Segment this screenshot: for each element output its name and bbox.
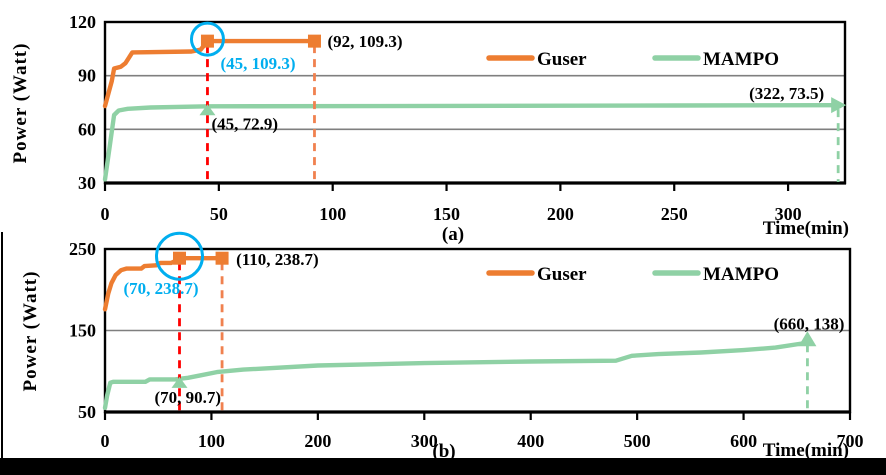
chart-b: 0 100 200 300 400 500 600 700 50 150 250 Time(min) (… xyxy=(20,231,864,462)
y-tick-label: 30 xyxy=(78,173,96,193)
arrow-up-marker xyxy=(798,331,817,347)
figure-left-border xyxy=(1,232,3,458)
x-tick-label: 300 xyxy=(411,431,438,451)
y-tick-label: 150 xyxy=(69,321,96,341)
x-axis-title: Time(min) xyxy=(763,440,849,461)
x-tick-label: 400 xyxy=(517,431,544,451)
y-axis-title: Power (Watt) xyxy=(10,43,31,164)
x-tick-label: 300 xyxy=(775,204,802,224)
y-tick-label: 120 xyxy=(69,12,96,32)
square-marker xyxy=(173,251,186,265)
bottom-black-bar xyxy=(0,458,886,475)
legend-item-guser: Guser xyxy=(486,264,587,285)
legend-item-mampo: MAMPO xyxy=(652,49,779,70)
square-marker xyxy=(215,251,229,265)
plot-border xyxy=(103,20,847,185)
triangle-marker xyxy=(171,376,188,388)
annotation-label: (45, 72.9) xyxy=(211,114,278,133)
highlight-circle xyxy=(155,231,204,281)
annotation-label: (70, 238.7) xyxy=(124,279,199,298)
annotation-label: (92, 109.3) xyxy=(327,32,402,51)
legend-label: MAMPO xyxy=(703,49,779,70)
legend-label: Guser xyxy=(537,49,587,70)
legend-label: Guser xyxy=(537,264,587,285)
x-tick-label: 0 xyxy=(101,431,110,451)
y-tick-label: 90 xyxy=(78,66,96,86)
y-axis-title: Power (Watt) xyxy=(20,271,41,392)
x-tick-label: 150 xyxy=(433,204,460,224)
legend-item-mampo: MAMPO xyxy=(652,264,779,285)
x-tick-label: 250 xyxy=(661,204,688,224)
square-marker xyxy=(200,34,214,48)
y-tick-label: 50 xyxy=(78,402,96,422)
x-tick-label: 200 xyxy=(304,431,331,451)
x-tick-label: 600 xyxy=(730,431,757,451)
x-tick-label: 50 xyxy=(210,204,228,224)
arrow-right-marker xyxy=(831,97,847,114)
annotation-label: (45, 109.3) xyxy=(220,54,295,73)
annotation-label: (70, 90.7) xyxy=(155,388,222,407)
x-tick-label: 0 xyxy=(101,204,110,224)
mampo-line xyxy=(102,338,808,411)
x-tick-label: 200 xyxy=(547,204,574,224)
legend-label: MAMPO xyxy=(703,264,779,285)
highlight-circle xyxy=(189,21,225,57)
subplot-label: (b) xyxy=(432,441,455,462)
subplot-label: (a) xyxy=(442,224,464,245)
chart-a: 0 50 100 150 200 250 300 30 60 90 120 Time(min) (a) P… xyxy=(10,12,849,245)
y-tick-label: 250 xyxy=(69,239,96,259)
annotation-label: (660, 138) xyxy=(774,314,845,333)
guser-line xyxy=(102,38,317,109)
x-tick-label: 100 xyxy=(198,431,225,451)
triangle-marker xyxy=(199,104,216,116)
x-tick-label: 100 xyxy=(319,204,346,224)
x-tick-label: 700 xyxy=(837,431,864,451)
y-tick-label: 60 xyxy=(78,119,96,139)
square-marker xyxy=(307,34,321,48)
x-axis-title: Time(min) xyxy=(763,218,849,239)
x-tick-label: 500 xyxy=(624,431,651,451)
annotation-label: (110, 238.7) xyxy=(236,250,319,269)
mampo-line xyxy=(102,102,836,182)
legend-item-guser: Guser xyxy=(486,49,587,70)
annotation-label: (322, 73.5) xyxy=(749,84,824,103)
